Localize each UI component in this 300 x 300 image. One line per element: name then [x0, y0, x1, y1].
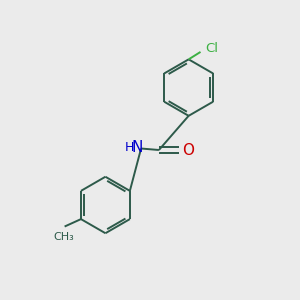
- Text: Cl: Cl: [205, 42, 218, 56]
- Text: CH₃: CH₃: [54, 232, 74, 242]
- Text: N: N: [132, 140, 143, 155]
- Text: H: H: [124, 141, 134, 154]
- Text: O: O: [182, 142, 194, 158]
